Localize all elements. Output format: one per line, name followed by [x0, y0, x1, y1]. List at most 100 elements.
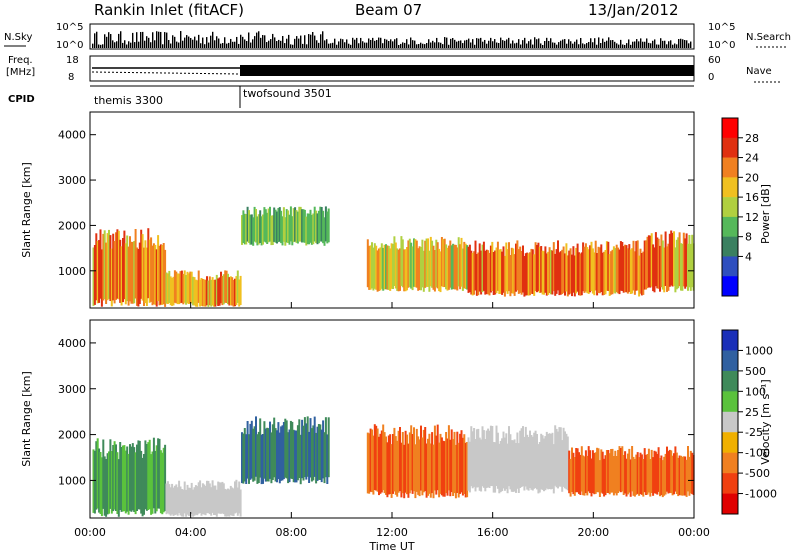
heatmap-cell	[276, 430, 278, 483]
noise-left-label: N.Sky	[4, 32, 32, 43]
heatmap-cell	[547, 251, 550, 295]
noise-trace-bar	[392, 41, 394, 48]
heatmap-cell	[159, 450, 162, 514]
heatmap-cell	[109, 235, 112, 301]
noise-trace-bar	[388, 40, 390, 48]
heatmap-cell	[399, 248, 401, 291]
heatmap-cell	[99, 229, 102, 299]
heatmap-cell	[667, 451, 670, 494]
heatmap-cell	[324, 206, 327, 242]
heatmap-cell	[671, 232, 674, 287]
noise-trace-bar	[280, 40, 282, 48]
heatmap-cell	[162, 447, 165, 513]
heatmap-cell	[378, 248, 380, 291]
heatmap-cell	[621, 242, 624, 291]
heatmap-cell	[484, 439, 487, 492]
noise-trace-bar	[188, 36, 190, 48]
noise-trace-bar	[610, 40, 612, 48]
heatmap-cell	[327, 417, 330, 478]
power-colorbar: 4 8 12 16 20 24 28	[721, 117, 759, 297]
heatmap-cell	[503, 255, 506, 297]
heatmap-cell	[296, 425, 299, 481]
heatmap-cell	[461, 248, 464, 291]
heatmap-cell	[442, 440, 445, 497]
noise-trace-bar	[484, 39, 486, 48]
heatmap-cell	[173, 485, 176, 516]
heatmap-cell	[579, 454, 582, 495]
heatmap-cell	[113, 441, 116, 510]
heatmap-cell	[245, 434, 248, 484]
noise-trace-bar	[126, 44, 128, 48]
heatmap-cell	[143, 247, 145, 306]
noise-trace-bar	[254, 36, 256, 48]
heatmap-cell	[495, 425, 498, 486]
heatmap-cell	[584, 243, 587, 292]
heatmap-cell	[520, 251, 523, 295]
heatmap-cell	[457, 237, 460, 287]
heatmap-cell	[281, 216, 284, 246]
heatmap-cell	[519, 246, 522, 293]
heatmap-cell	[495, 247, 498, 294]
heatmap-cell	[385, 244, 387, 290]
heatmap-cell	[229, 276, 232, 306]
heatmap-cell	[438, 442, 441, 498]
noise-trace-bar	[682, 39, 684, 48]
heatmap-cell	[383, 432, 386, 494]
heatmap-cell	[576, 243, 579, 292]
colorbar-tick-label: 28	[745, 132, 759, 145]
noise-trace-bar	[98, 44, 100, 48]
noise-trace-bar	[434, 42, 436, 48]
heatmap-cell	[199, 279, 202, 307]
heatmap-cell	[394, 242, 397, 289]
noise-trace-bar	[472, 39, 474, 48]
heatmap-cell	[282, 207, 285, 242]
noise-trace-bar	[552, 42, 554, 48]
heatmap-cell	[501, 438, 504, 492]
noise-trace-bar	[138, 41, 140, 48]
noise-trace-bar	[256, 32, 258, 48]
heatmap-cell	[176, 273, 179, 305]
noise-trace-bar	[642, 41, 644, 48]
noise-trace-bar	[672, 44, 674, 48]
noise-right-tick-high: 10^5	[708, 22, 735, 33]
heatmap-cell	[645, 454, 648, 495]
heatmap-cell	[253, 426, 256, 481]
noise-trace-bar	[476, 38, 478, 48]
noise-trace-bar	[162, 44, 164, 48]
heatmap-cell	[501, 251, 504, 295]
heatmap-cell	[105, 459, 108, 517]
heatmap-cell	[238, 481, 241, 514]
heatmap-cell	[450, 245, 453, 290]
heatmap-cell	[615, 456, 618, 496]
heatmap-cell	[225, 489, 228, 517]
noise-trace-bar	[674, 43, 676, 48]
heatmap-cell	[632, 240, 635, 291]
heatmap-cell	[185, 275, 188, 305]
heatmap-cell	[144, 240, 147, 304]
heatmap-cell	[554, 425, 557, 486]
heatmap-cell	[322, 210, 325, 244]
noise-trace-bar	[424, 44, 426, 48]
heatmap-cell	[252, 428, 255, 482]
heatmap-cell	[145, 444, 148, 511]
heatmap-cell	[172, 487, 175, 516]
noise-trace-bar	[482, 41, 484, 48]
noise-trace-bar	[268, 40, 270, 48]
heatmap-cell	[199, 480, 202, 513]
noise-trace-bar	[330, 43, 332, 48]
noise-trace-bar	[684, 40, 686, 48]
heatmap-cell	[313, 206, 316, 242]
noise-trace-bar	[298, 38, 300, 48]
heatmap-cell	[673, 453, 675, 495]
heatmap-cell	[180, 489, 183, 517]
heatmap-cell	[372, 435, 375, 495]
heatmap-cell	[522, 426, 524, 487]
heatmap-cell	[424, 427, 427, 492]
heatmap-cell	[646, 236, 649, 289]
noise-trace-bar	[328, 43, 330, 48]
heatmap-cell	[467, 246, 470, 293]
noise-trace-bar	[626, 43, 628, 48]
colorbar-swatch	[722, 350, 738, 372]
noise-trace-bar	[528, 41, 530, 48]
heatmap-cell	[527, 253, 530, 296]
